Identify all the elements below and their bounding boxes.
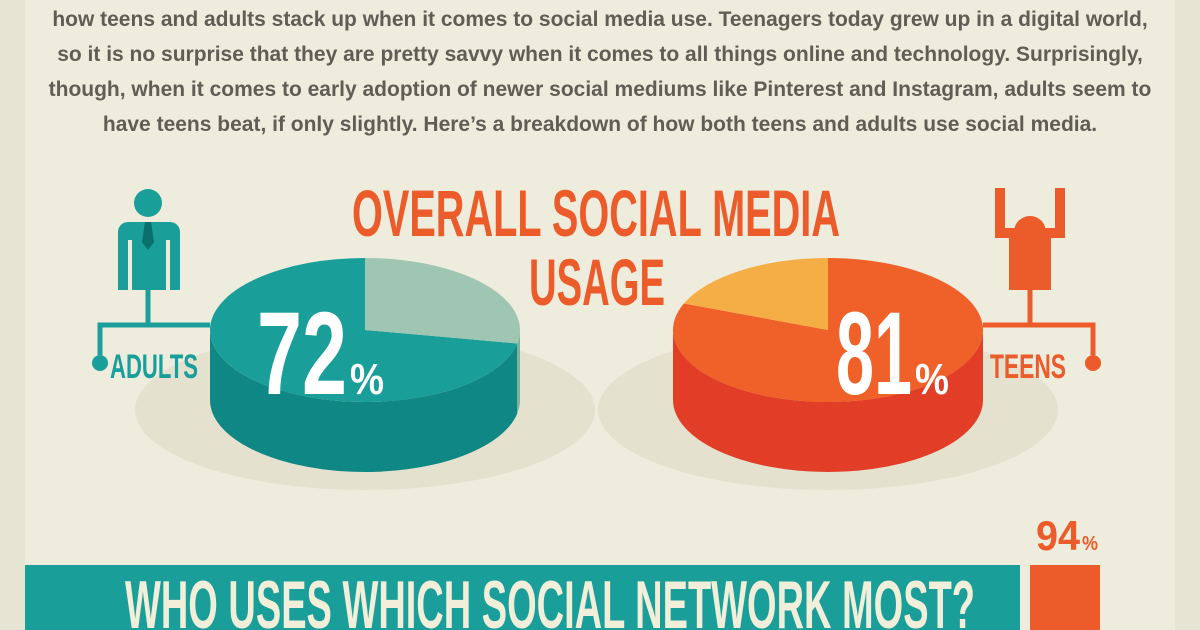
intro-line: how teens and adults stack up when it co… [52,8,1147,31]
bar-value: 94 [1036,512,1081,559]
pie-side-rest [517,330,520,414]
bar-area [1030,565,1100,630]
pie-side [210,330,518,472]
intro-line: have teens beat, if only slightly. Here’… [103,113,1097,136]
connector [97,322,210,355]
intro-line: so it is no surprise that they are prett… [57,43,1143,66]
group-label: TEENS [990,348,1066,386]
adult-icon [118,189,180,290]
section-band [25,565,1020,630]
heading: OVERALL SOCIAL MEDIA [352,176,840,250]
pie-slice [209,258,518,402]
big-value: 72 [257,288,347,420]
teen-icon [995,188,1065,290]
pie-slice-rest [365,258,520,344]
big-value: 81 [836,288,912,420]
pie-side [673,330,983,472]
unit: % [1082,533,1098,555]
heading: USAGE [529,245,665,319]
connector-dot [1085,355,1101,371]
pies [209,258,983,472]
intro: how teens and adults stack up when it co… [49,8,1152,136]
connector-dot [92,355,108,371]
unit: % [915,355,949,404]
unit: % [350,355,384,404]
bar [1030,565,1100,630]
intro-line: though, when it comes to early adoption … [49,78,1152,101]
section-title: WHO USES WHICH SOCIAL NETWORK MOST? [125,567,975,630]
pie-slice-rest [683,258,828,330]
group-label: ADULTS [110,348,198,386]
connector [983,322,1096,355]
